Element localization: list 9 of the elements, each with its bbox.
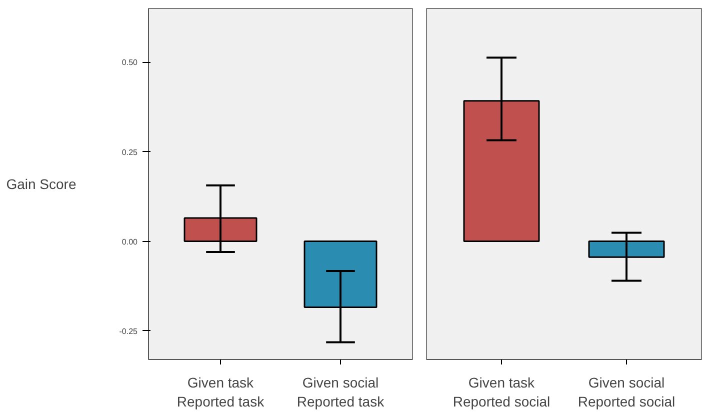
x-tick-label: Given task Reported social — [452, 374, 550, 410]
y-tick-label: -0.25 — [119, 326, 138, 336]
y-tick-label: 0.00 — [122, 237, 138, 246]
x-tick-label: Given social Reported task — [296, 374, 386, 410]
x-tick-label: Given task Reported task — [176, 374, 266, 410]
y-tick-label: 0.25 — [122, 148, 138, 157]
x-tick-label: Given social Reported social — [578, 374, 676, 410]
y-tick-label: 0.50 — [122, 58, 138, 68]
y-axis-title: Gain Score — [6, 176, 76, 192]
